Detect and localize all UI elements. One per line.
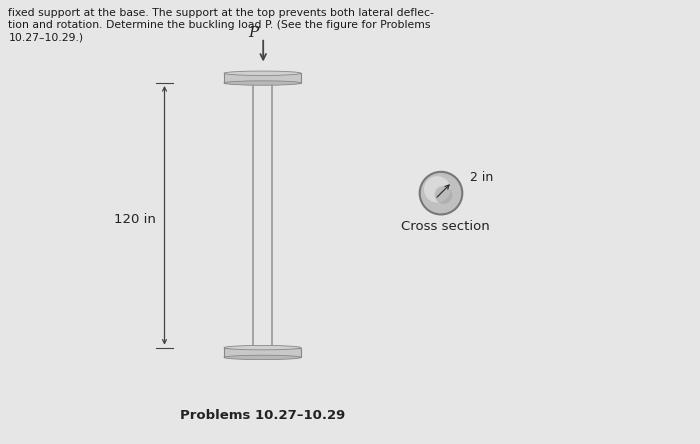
Text: P: P <box>248 26 258 40</box>
Bar <box>224 348 301 357</box>
Ellipse shape <box>224 81 301 85</box>
Text: Problems 10.27–10.29: Problems 10.27–10.29 <box>180 408 345 422</box>
Text: 10.27–10.29.): 10.27–10.29.) <box>8 33 83 43</box>
Text: fixed support at the base. The support at the top prevents both lateral deflec-: fixed support at the base. The support a… <box>8 8 434 18</box>
Ellipse shape <box>424 176 450 202</box>
Ellipse shape <box>224 71 301 75</box>
Text: Cross section: Cross section <box>401 220 490 233</box>
Ellipse shape <box>420 172 462 214</box>
Text: 2 in: 2 in <box>470 171 494 184</box>
Ellipse shape <box>435 186 452 204</box>
Text: tion and rotation. Determine the buckling load P. (See the figure for Problems: tion and rotation. Determine the bucklin… <box>8 20 431 31</box>
Ellipse shape <box>224 355 301 360</box>
Text: 120 in: 120 in <box>113 213 155 226</box>
Bar <box>224 73 301 83</box>
Ellipse shape <box>224 345 301 350</box>
